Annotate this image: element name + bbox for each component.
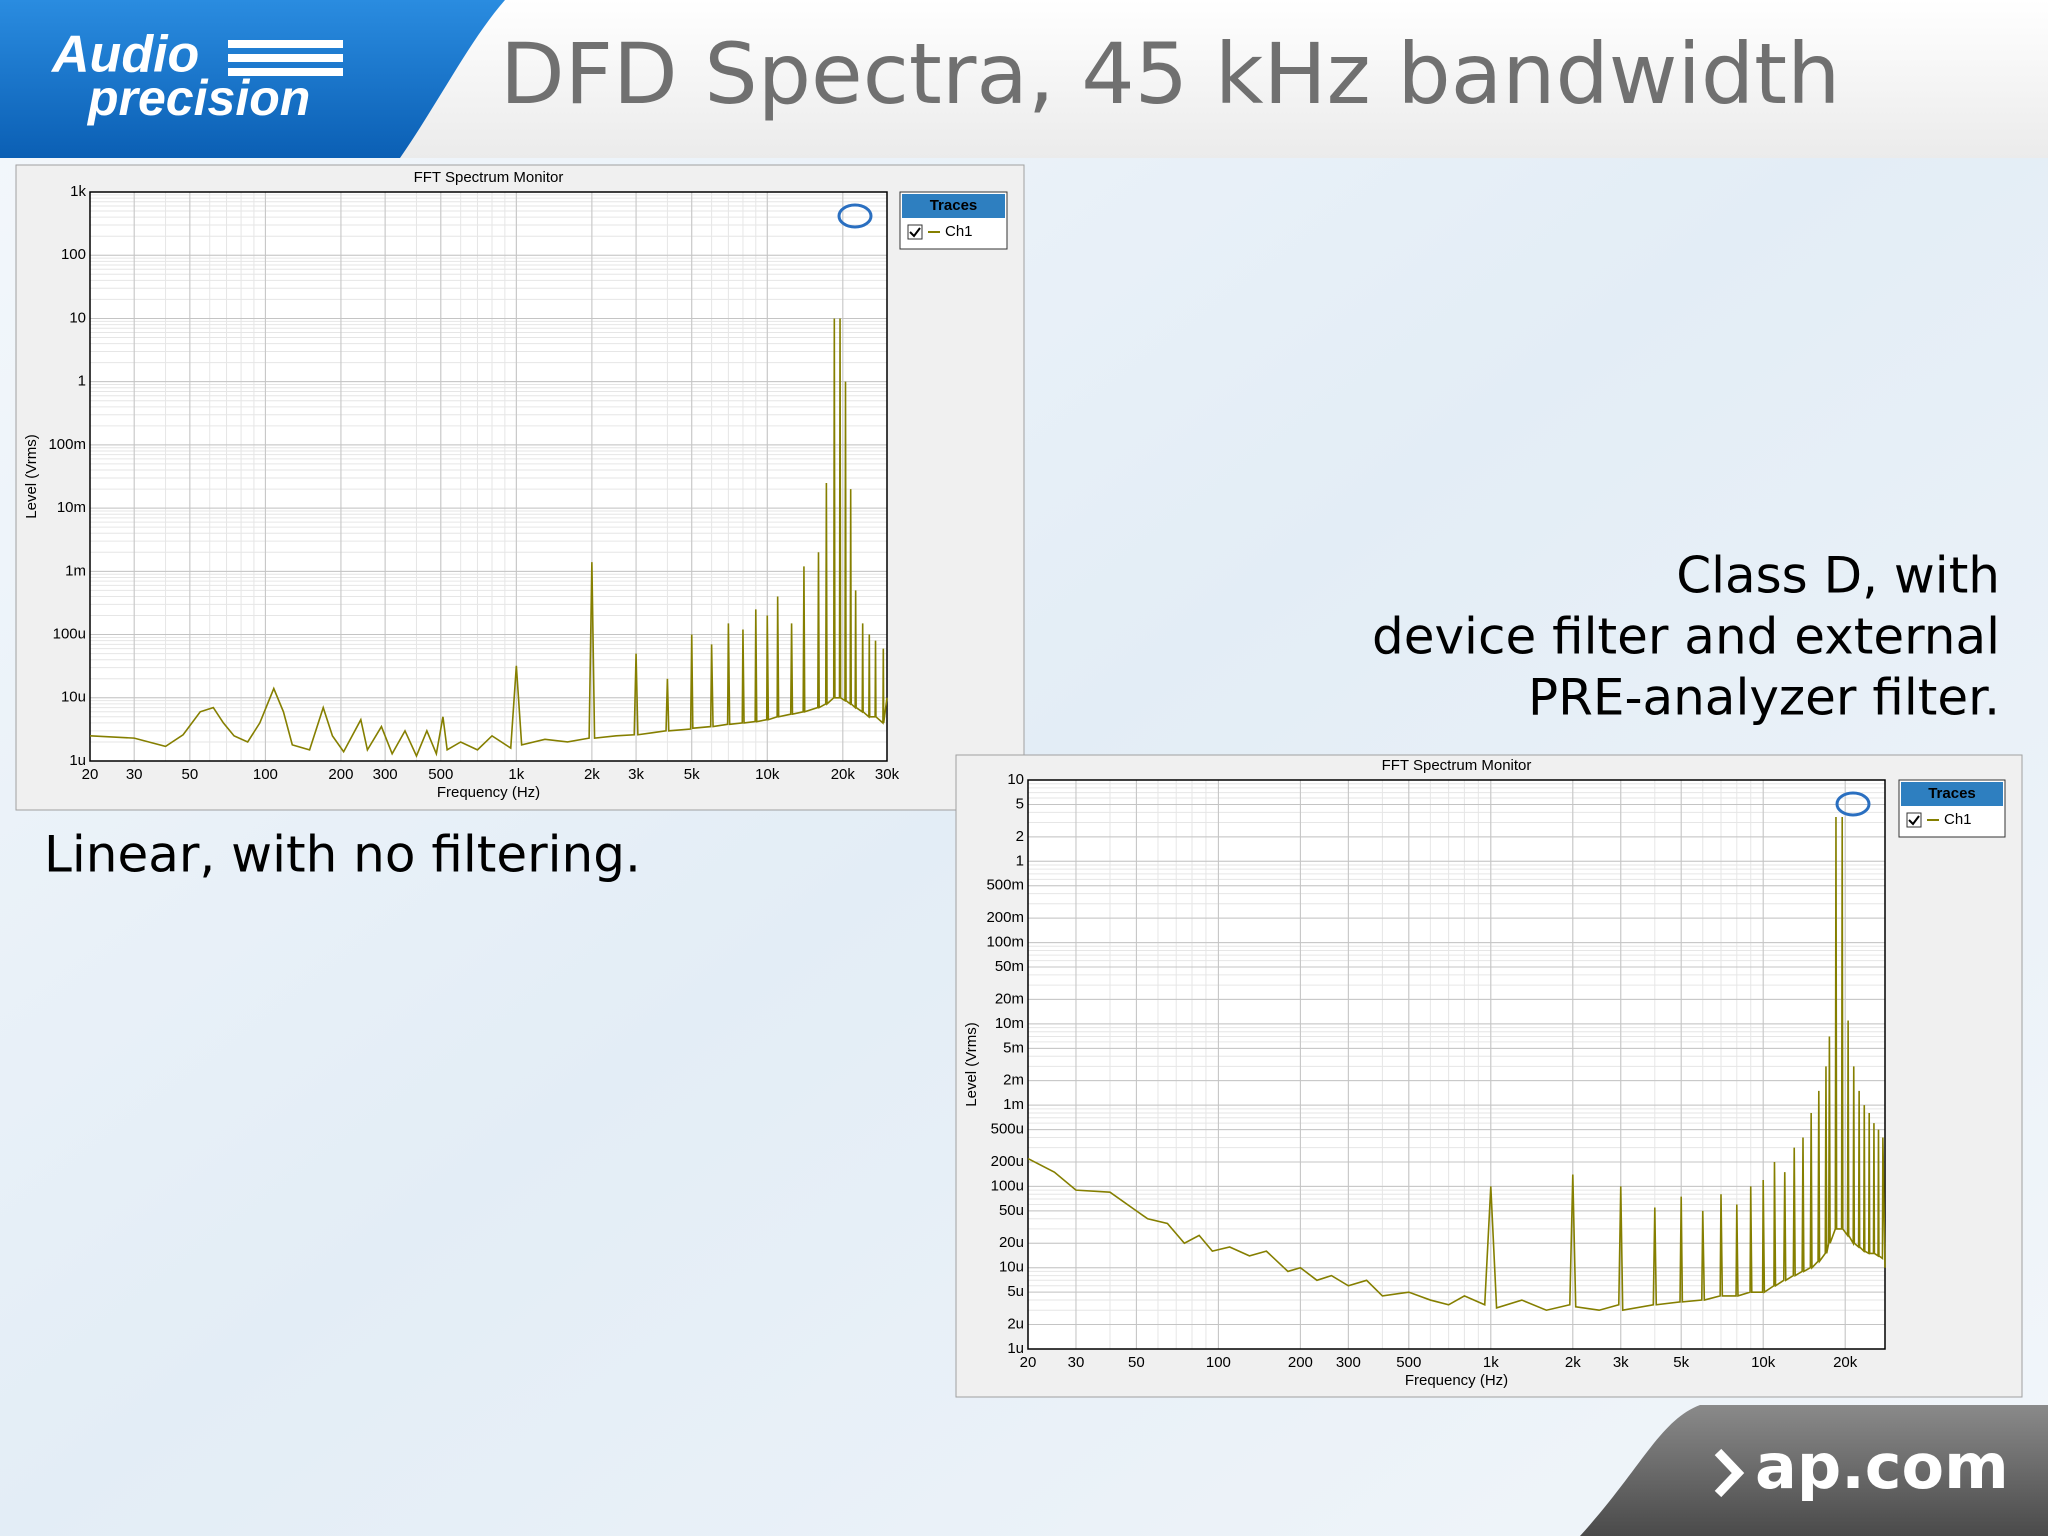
logo-text: precision: [86, 70, 310, 126]
legend-entry: Ch1: [945, 223, 973, 240]
logo-text: Audio: [50, 26, 199, 84]
y-tick-label: 500u: [991, 1121, 1024, 1138]
y-tick-label: 1u: [69, 752, 86, 769]
y-tick-label: 10u: [61, 689, 86, 706]
legend-entry: Ch1: [1944, 811, 1972, 828]
y-tick-label: 5: [1016, 795, 1024, 812]
y-tick-label: 100: [61, 246, 86, 263]
x-tick-label: 10k: [755, 766, 780, 783]
legend-title: Traces: [930, 197, 978, 214]
legend-check: [909, 227, 921, 238]
x-axis-label: Frequency (Hz): [437, 784, 540, 801]
legend-check: [1908, 815, 1920, 826]
y-tick-label: 500m: [986, 877, 1024, 894]
x-tick-label: 3k: [628, 766, 644, 783]
x-tick-label: 50: [1128, 1354, 1145, 1371]
spectrum-line: [89, 318, 888, 758]
y-tick-label: 100m: [48, 436, 86, 453]
x-tick-label: 5k: [684, 766, 700, 783]
x-tick-label: 5k: [1673, 1354, 1689, 1371]
footer-chevron: [1714, 1448, 1745, 1498]
x-tick-label: 1k: [1483, 1354, 1499, 1371]
y-tick-label: 20u: [999, 1234, 1024, 1251]
x-tick-label: 500: [1396, 1354, 1421, 1371]
y-tick-label: 1k: [70, 183, 86, 200]
footer-panel: [1580, 1405, 2048, 1536]
x-tick-label: 30: [126, 766, 143, 783]
x-tick-label: 20: [1020, 1354, 1037, 1371]
y-tick-label: 5m: [1003, 1039, 1024, 1056]
y-tick-label: 50m: [995, 958, 1024, 975]
caption: device filter and external: [1372, 608, 2000, 666]
x-tick-label: 50: [182, 766, 199, 783]
x-tick-label: 30: [1068, 1354, 1085, 1371]
y-axis-label: Level (Vrms): [963, 1022, 980, 1106]
legend-header: [902, 194, 1005, 218]
chart-title: FFT Spectrum Monitor: [414, 169, 564, 186]
legend-header: [1901, 782, 2003, 806]
y-tick-label: 10m: [995, 1015, 1024, 1032]
x-tick-label: 200: [1288, 1354, 1313, 1371]
y-tick-label: 5u: [1007, 1283, 1024, 1300]
slide-title: DFD Spectra, 45 kHz bandwidth: [500, 25, 1840, 123]
y-tick-label: 1u: [1007, 1340, 1024, 1357]
logo-panel: [0, 0, 505, 158]
x-tick-label: 20k: [831, 766, 856, 783]
y-tick-label: 100u: [991, 1177, 1024, 1194]
ap-badge: [1835, 791, 1871, 817]
caption: PRE-analyzer filter.: [1528, 669, 2000, 727]
caption: Class D, with: [1676, 547, 2000, 605]
x-tick-label: 2k: [584, 766, 600, 783]
x-tick-label: 200: [328, 766, 353, 783]
x-tick-label: 300: [373, 766, 398, 783]
x-tick-label: 20k: [1833, 1354, 1858, 1371]
x-tick-label: 20: [82, 766, 99, 783]
plot-frame: [89, 191, 888, 762]
y-tick-label: 2m: [1003, 1072, 1024, 1089]
y-tick-label: 1m: [65, 562, 86, 579]
y-tick-label: 50u: [999, 1202, 1024, 1219]
ap-badge: [837, 203, 873, 229]
y-tick-label: 100u: [53, 626, 86, 643]
x-tick-label: 10k: [1751, 1354, 1776, 1371]
spectrum-line: [1027, 817, 1886, 1312]
x-axis-label: Frequency (Hz): [1405, 1372, 1508, 1389]
y-tick-label: 2: [1016, 828, 1024, 845]
y-tick-label: 10: [69, 309, 86, 326]
y-tick-label: 2u: [1007, 1315, 1024, 1332]
x-tick-label: 100: [1206, 1354, 1231, 1371]
y-tick-label: 10: [1007, 771, 1024, 788]
y-axis-label: Level (Vrms): [23, 434, 40, 518]
plot-area: [90, 192, 887, 761]
y-tick-label: 100m: [986, 934, 1024, 951]
x-tick-label: 500: [428, 766, 453, 783]
y-tick-label: 20m: [995, 990, 1024, 1007]
y-tick-label: 10u: [999, 1259, 1024, 1276]
caption: Linear, with no filtering.: [44, 826, 641, 884]
x-tick-label: 3k: [1613, 1354, 1629, 1371]
y-tick-label: 10m: [57, 499, 86, 516]
legend-title: Traces: [1928, 785, 1976, 802]
chart-title: FFT Spectrum Monitor: [1382, 757, 1532, 774]
plot-frame: [1027, 779, 1886, 1350]
y-tick-label: 200u: [991, 1153, 1024, 1170]
y-tick-label: 200m: [986, 909, 1024, 926]
x-tick-label: 1k: [508, 766, 524, 783]
footer-url: ap.com: [1755, 1430, 2009, 1503]
x-tick-label: 300: [1336, 1354, 1361, 1371]
x-tick-label: 30k: [875, 766, 900, 783]
plot-area: [1028, 780, 1885, 1349]
x-tick-label: 100: [253, 766, 278, 783]
y-tick-label: 1: [1016, 852, 1024, 869]
y-tick-label: 1: [78, 373, 86, 390]
x-tick-label: 2k: [1565, 1354, 1581, 1371]
logo-bars: [228, 40, 343, 76]
y-tick-label: 1m: [1003, 1096, 1024, 1113]
